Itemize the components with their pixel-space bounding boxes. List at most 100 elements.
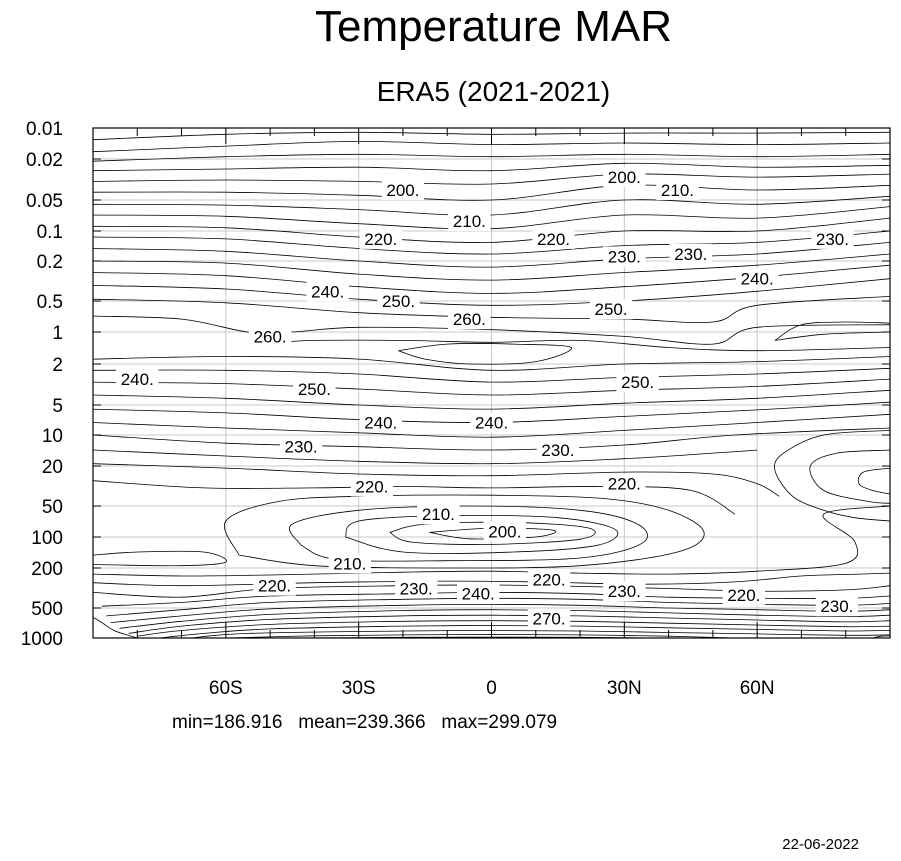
contour-label-background bbox=[811, 228, 854, 249]
contour-line bbox=[398, 343, 572, 365]
contour-label: 250. bbox=[293, 379, 336, 400]
contour-line bbox=[92, 550, 227, 567]
y-tick-label: 0.02 bbox=[26, 150, 63, 171]
contour-label: 210. bbox=[448, 211, 491, 232]
contour-label-background bbox=[603, 246, 646, 267]
contour-label: 200. bbox=[483, 521, 526, 542]
contour-label-background bbox=[589, 299, 633, 320]
contour-label: 220. bbox=[350, 476, 394, 497]
y-tick-label: 500 bbox=[31, 599, 63, 620]
contour-label-text: 250. bbox=[298, 380, 331, 399]
contour-label: 210. bbox=[417, 504, 460, 525]
tick-layer: 0.01 0.02 0.05 0.1 0.2 0.5 1 2 5 10 20 50 100 200 500 1… bbox=[21, 119, 890, 699]
contour-label: 220. bbox=[603, 473, 646, 494]
contour-label-text: 200. bbox=[608, 168, 641, 187]
stat-mean: mean=239.366 bbox=[298, 712, 426, 733]
contour-line bbox=[119, 609, 891, 629]
contour-label: 260. bbox=[448, 309, 491, 330]
contour-label-text: 230. bbox=[674, 245, 707, 264]
y-tick-label: 0.5 bbox=[37, 292, 63, 313]
contour-line bbox=[774, 430, 891, 522]
y-tick-label: 20 bbox=[42, 457, 63, 478]
y-tick-label: 0.01 bbox=[26, 119, 63, 140]
contour-label-background bbox=[527, 569, 571, 590]
contour-label-text: 230. bbox=[608, 247, 641, 266]
contour-line bbox=[92, 584, 891, 598]
contour-label-background bbox=[328, 553, 372, 574]
contour-label-text: 220. bbox=[355, 478, 388, 497]
contour-label: 230. bbox=[603, 581, 646, 602]
date-stamp: 22-06-2022 bbox=[782, 836, 859, 853]
contour-label-text: 250. bbox=[382, 292, 415, 311]
contour-line bbox=[92, 296, 891, 324]
contour-label-text: 220. bbox=[364, 230, 397, 249]
contour-label: 230. bbox=[669, 243, 712, 264]
contour-label: 240. bbox=[457, 583, 500, 604]
contour-line bbox=[92, 230, 891, 255]
contour-label-text: 230. bbox=[285, 438, 318, 457]
contour-line bbox=[92, 378, 891, 396]
contour-label-text: 220. bbox=[537, 230, 570, 249]
contour-line bbox=[92, 480, 736, 515]
contour-line bbox=[106, 597, 891, 617]
contour-label: 220. bbox=[359, 228, 403, 249]
contour-lines-layer bbox=[92, 131, 891, 639]
contour-line bbox=[92, 449, 758, 465]
contour-label: 250. bbox=[616, 372, 659, 393]
contour-label-text: 230. bbox=[820, 597, 853, 616]
contour-label: 220. bbox=[722, 584, 766, 605]
contour-line bbox=[283, 339, 891, 352]
contour-label-background bbox=[735, 268, 779, 289]
y-tick-label: 1000 bbox=[21, 629, 63, 650]
contour-label: 220. bbox=[532, 228, 575, 249]
contour-label: 200. bbox=[603, 167, 646, 188]
contour-line bbox=[101, 591, 891, 607]
contour-label-text: 220. bbox=[533, 570, 566, 589]
contour-label-text: 210. bbox=[661, 181, 694, 200]
contour-line bbox=[92, 195, 891, 216]
contour-label: 210. bbox=[656, 180, 699, 201]
contour-label: 240. bbox=[306, 281, 349, 302]
contour-label: 250. bbox=[589, 299, 633, 320]
contour-line bbox=[92, 253, 891, 281]
contour-label-background bbox=[527, 608, 571, 629]
contour-label-background bbox=[448, 211, 491, 232]
contour-line bbox=[92, 173, 891, 185]
y-tick-label: 0.2 bbox=[37, 252, 63, 273]
contour-label-text: 260. bbox=[254, 327, 287, 346]
y-tick-label: 0.1 bbox=[37, 222, 63, 243]
contour-line bbox=[345, 514, 619, 554]
contour-line bbox=[774, 321, 891, 341]
y-tick-label: 50 bbox=[42, 497, 63, 518]
contour-label-background bbox=[603, 473, 646, 494]
contour-line bbox=[190, 630, 891, 639]
x-tick-label: 60N bbox=[740, 678, 775, 699]
chart-title: Temperature MAR bbox=[314, 2, 672, 51]
contour-label: 240. bbox=[735, 268, 779, 289]
contour-line bbox=[92, 162, 891, 172]
contour-line bbox=[92, 367, 891, 383]
contour-label-text: 240. bbox=[311, 282, 344, 301]
contour-label-text: 220. bbox=[258, 577, 291, 596]
contour-label-text: 250. bbox=[595, 300, 628, 319]
contour-line bbox=[92, 217, 891, 243]
contour-label-background bbox=[279, 436, 323, 457]
y-tick-label: 2 bbox=[52, 355, 63, 376]
contour-label-text: 210. bbox=[333, 554, 366, 573]
contour-label-background bbox=[669, 243, 712, 264]
contour-label-background bbox=[253, 575, 296, 596]
y-tick-label: 0.05 bbox=[26, 191, 63, 212]
contour-label: 200. bbox=[381, 180, 425, 201]
contour-label-text: 220. bbox=[608, 475, 641, 494]
contour-label-background bbox=[603, 167, 646, 188]
x-tick-label: 60S bbox=[209, 678, 243, 699]
contour-label-background bbox=[815, 596, 859, 617]
contour-line bbox=[92, 389, 891, 410]
chart-subtitle: ERA5 (2021-2021) bbox=[376, 76, 611, 107]
contour-line bbox=[92, 505, 891, 577]
contour-label-background bbox=[532, 228, 575, 249]
contour-label: 260. bbox=[248, 326, 292, 347]
contour-label-text: 200. bbox=[386, 181, 419, 200]
contour-label-text: 240. bbox=[121, 370, 154, 389]
